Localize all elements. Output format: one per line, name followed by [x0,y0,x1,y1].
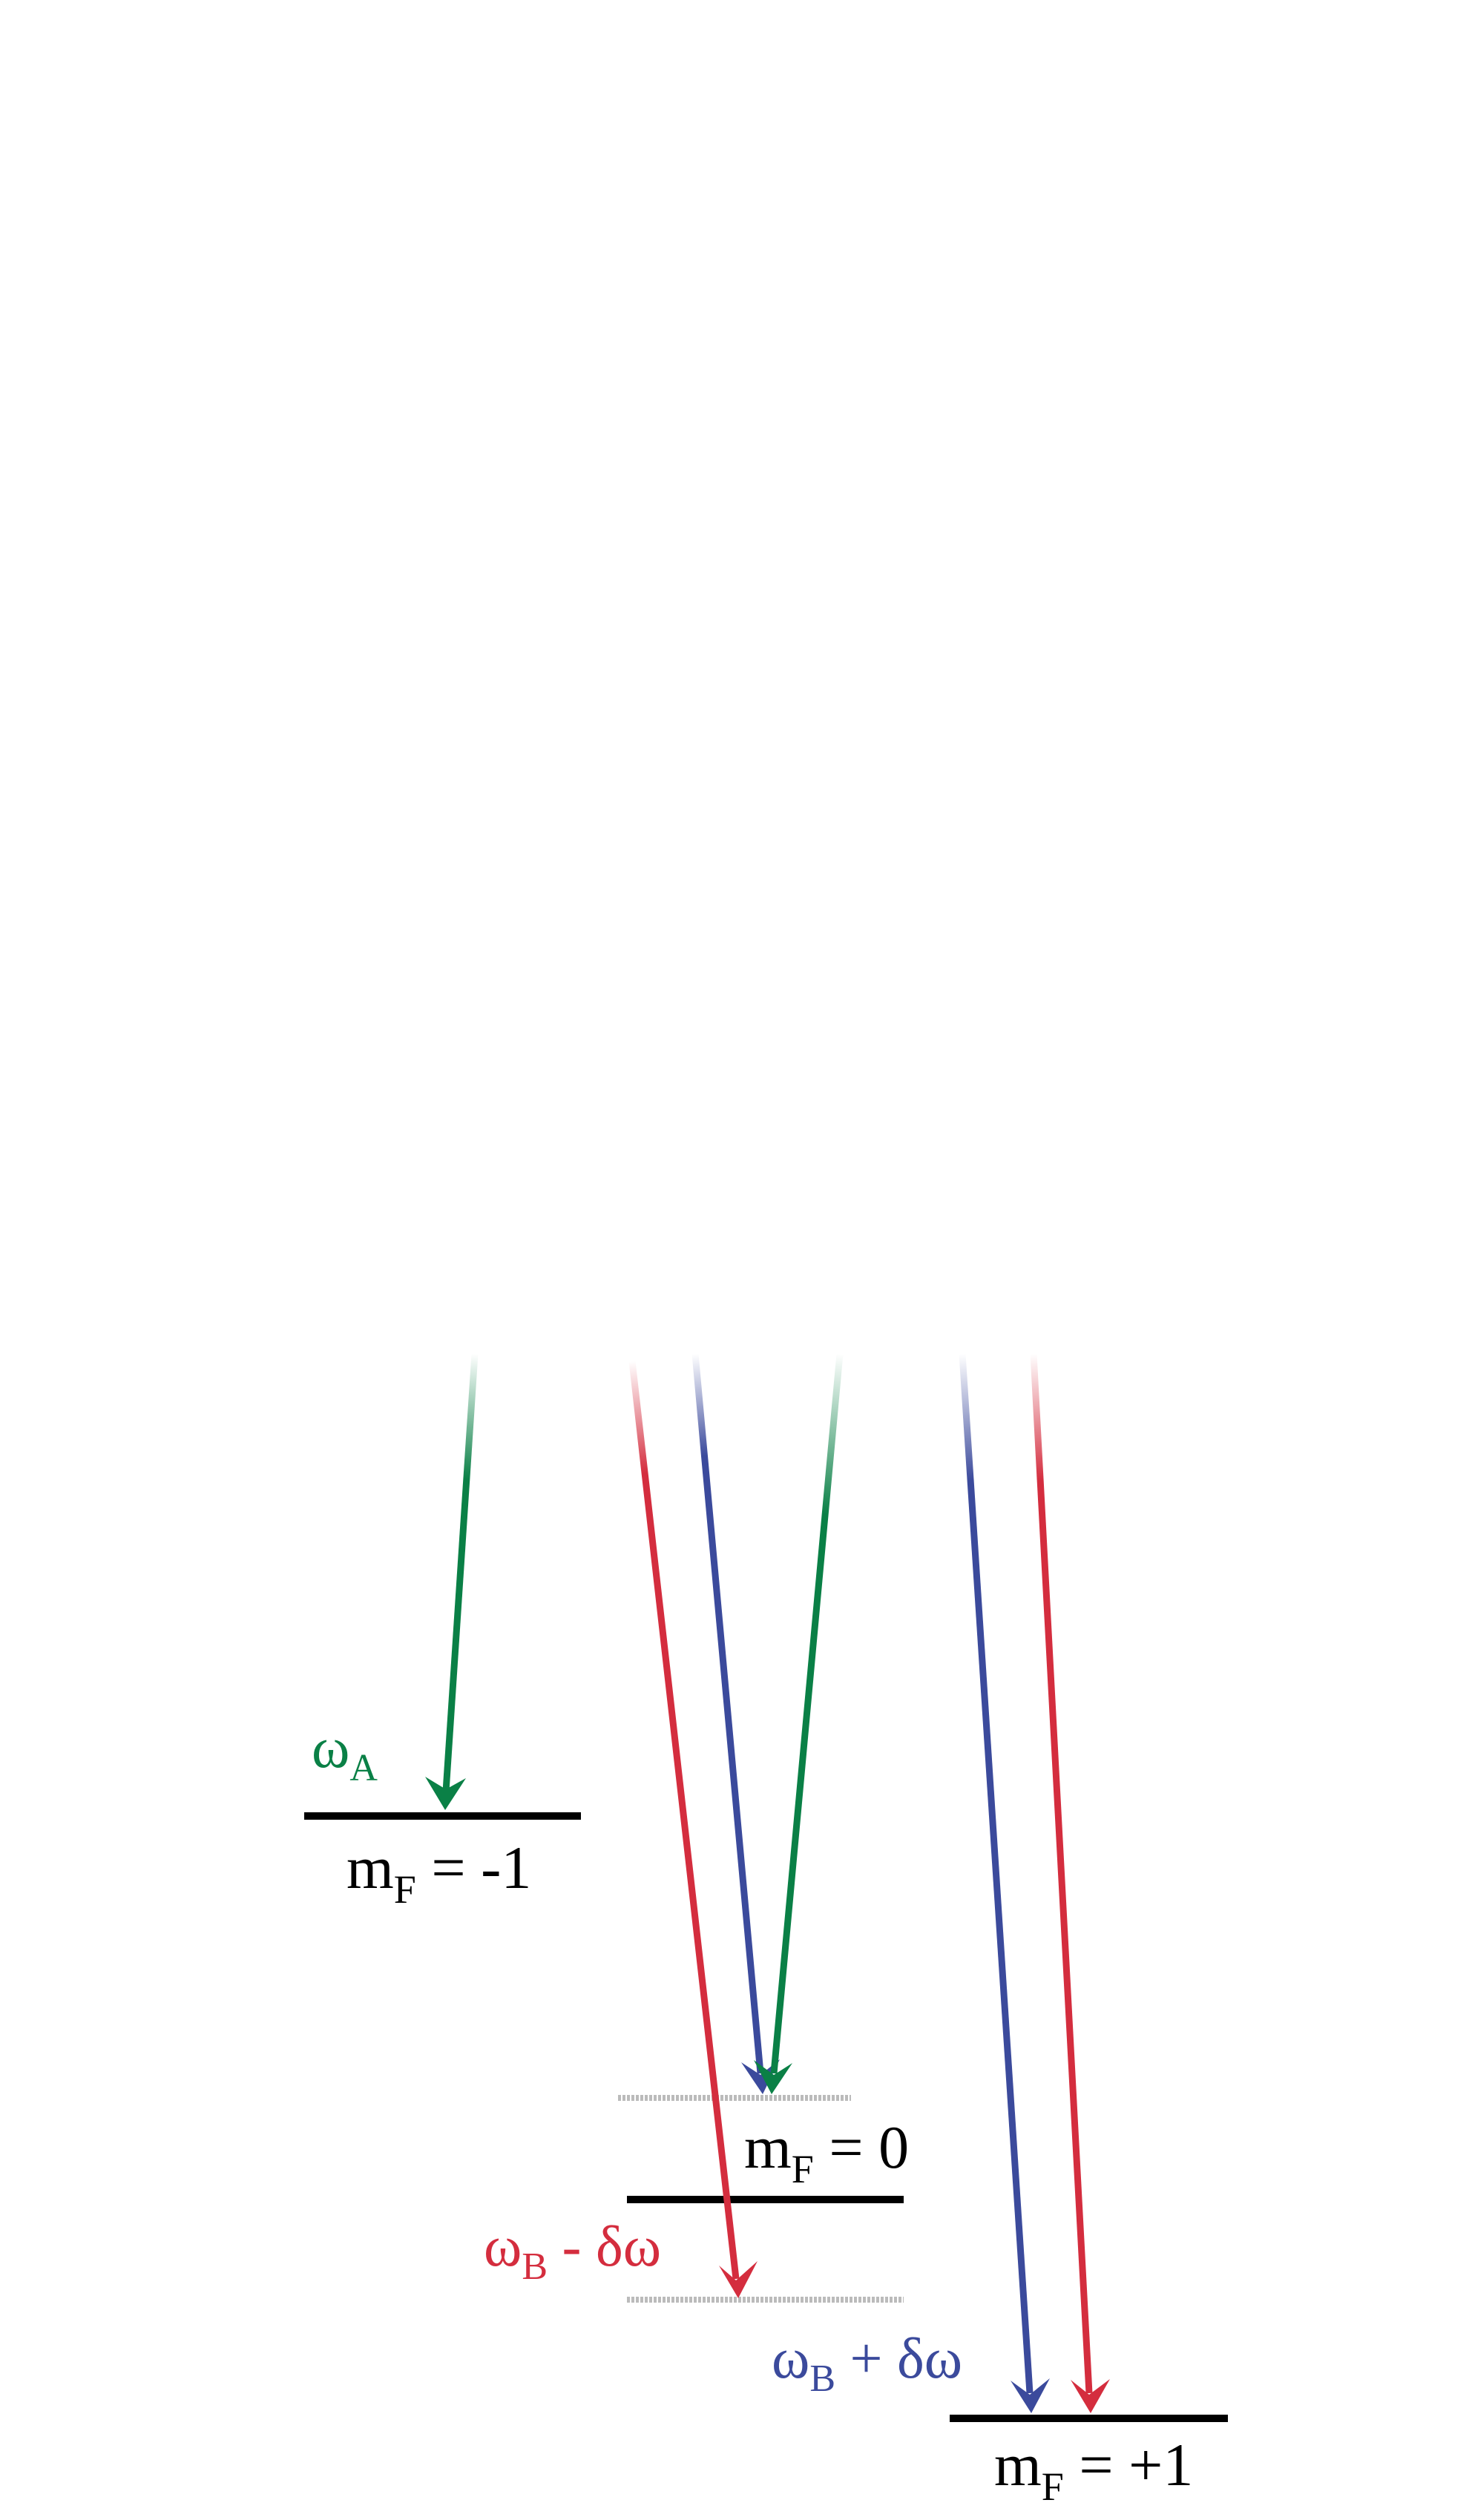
label-mf-minus1: mF = -1 [346,1834,531,1912]
label-mf-zero: mF = 0 [744,2113,909,2191]
label-mf-plus1: mF = +1 [994,2431,1193,2509]
arrow-green-to-virtual-upper [754,1354,840,2094]
arrow-omega-a [425,1354,475,1810]
label-omega-b-minus: ωB - δω [484,2214,661,2288]
label-omega-b-plus: ωB + δω [772,2326,962,2400]
arrow-omega-b-plus [962,1354,1050,2413]
label-omega-a: ωA [312,1715,378,1789]
arrow-red-to-mf-plus1 [1034,1354,1110,2413]
arrow-blue-to-virtual-upper [695,1354,780,2094]
